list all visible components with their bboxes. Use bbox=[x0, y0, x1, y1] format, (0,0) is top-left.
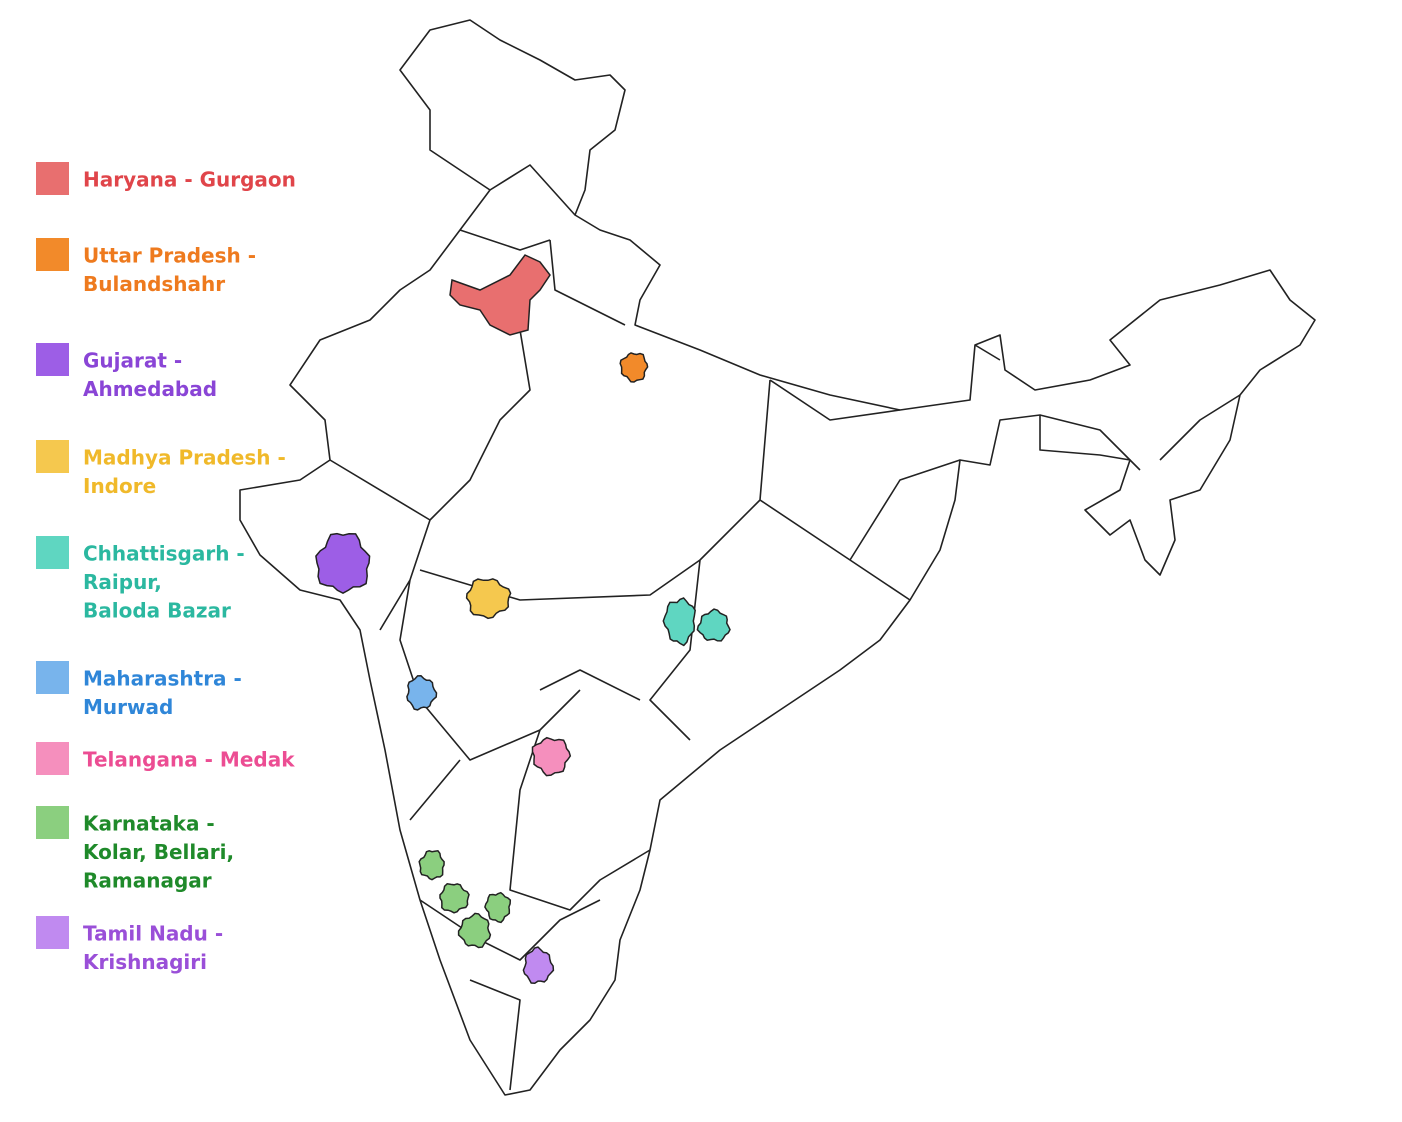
district-marker bbox=[696, 608, 731, 642]
district-marker bbox=[619, 352, 649, 383]
district-marker bbox=[315, 532, 371, 595]
legend-label: Murwad bbox=[83, 695, 173, 719]
district-marker bbox=[457, 912, 492, 949]
district-marker bbox=[522, 946, 555, 984]
legend-swatch bbox=[36, 661, 69, 694]
legend-swatch bbox=[36, 742, 69, 775]
legend-label: Raipur, bbox=[83, 570, 162, 594]
legend-label: Maharashtra - bbox=[83, 667, 242, 691]
legend-swatch bbox=[36, 238, 69, 271]
legend-label: Chhattisgarh - bbox=[83, 542, 245, 566]
legend-swatch bbox=[36, 440, 69, 473]
district-marker bbox=[439, 883, 470, 914]
legend-label: Kolar, Bellari, bbox=[83, 840, 234, 864]
legend-swatch bbox=[36, 916, 69, 949]
legend-label: Uttar Pradesh - bbox=[83, 244, 256, 268]
legend-label: Haryana - Gurgaon bbox=[83, 168, 296, 192]
legend-label: Tamil Nadu - bbox=[83, 922, 223, 946]
district-marker bbox=[662, 597, 696, 647]
district-marker bbox=[418, 850, 445, 881]
legend-label: Ahmedabad bbox=[83, 377, 217, 401]
legend-label: Indore bbox=[83, 474, 156, 498]
legend-label: Telangana - Medak bbox=[83, 748, 295, 772]
district-marker bbox=[406, 675, 438, 711]
district-marker bbox=[484, 891, 512, 924]
state-borders bbox=[329, 164, 1241, 1091]
district-marker bbox=[465, 578, 512, 620]
legend-label: Madhya Pradesh - bbox=[83, 446, 286, 470]
legend-label: Ramanagar bbox=[83, 869, 212, 893]
legend-label: Bulandshahr bbox=[83, 272, 225, 296]
legend-swatch bbox=[36, 536, 69, 569]
legend-swatch bbox=[36, 343, 69, 376]
legend-swatch bbox=[36, 806, 69, 839]
district-marker bbox=[531, 736, 572, 777]
legend-label: Gujarat - bbox=[83, 349, 182, 373]
legend: Haryana - Gurgaon Uttar Pradesh - Bulandsh… bbox=[36, 162, 296, 974]
legend-label: Karnataka - bbox=[83, 812, 215, 836]
legend-label: Baloda Bazar bbox=[83, 599, 231, 623]
district-marker bbox=[449, 254, 551, 336]
legend-label: Krishnagiri bbox=[83, 950, 207, 974]
district-markers bbox=[315, 254, 731, 984]
legend-swatch bbox=[36, 162, 69, 195]
